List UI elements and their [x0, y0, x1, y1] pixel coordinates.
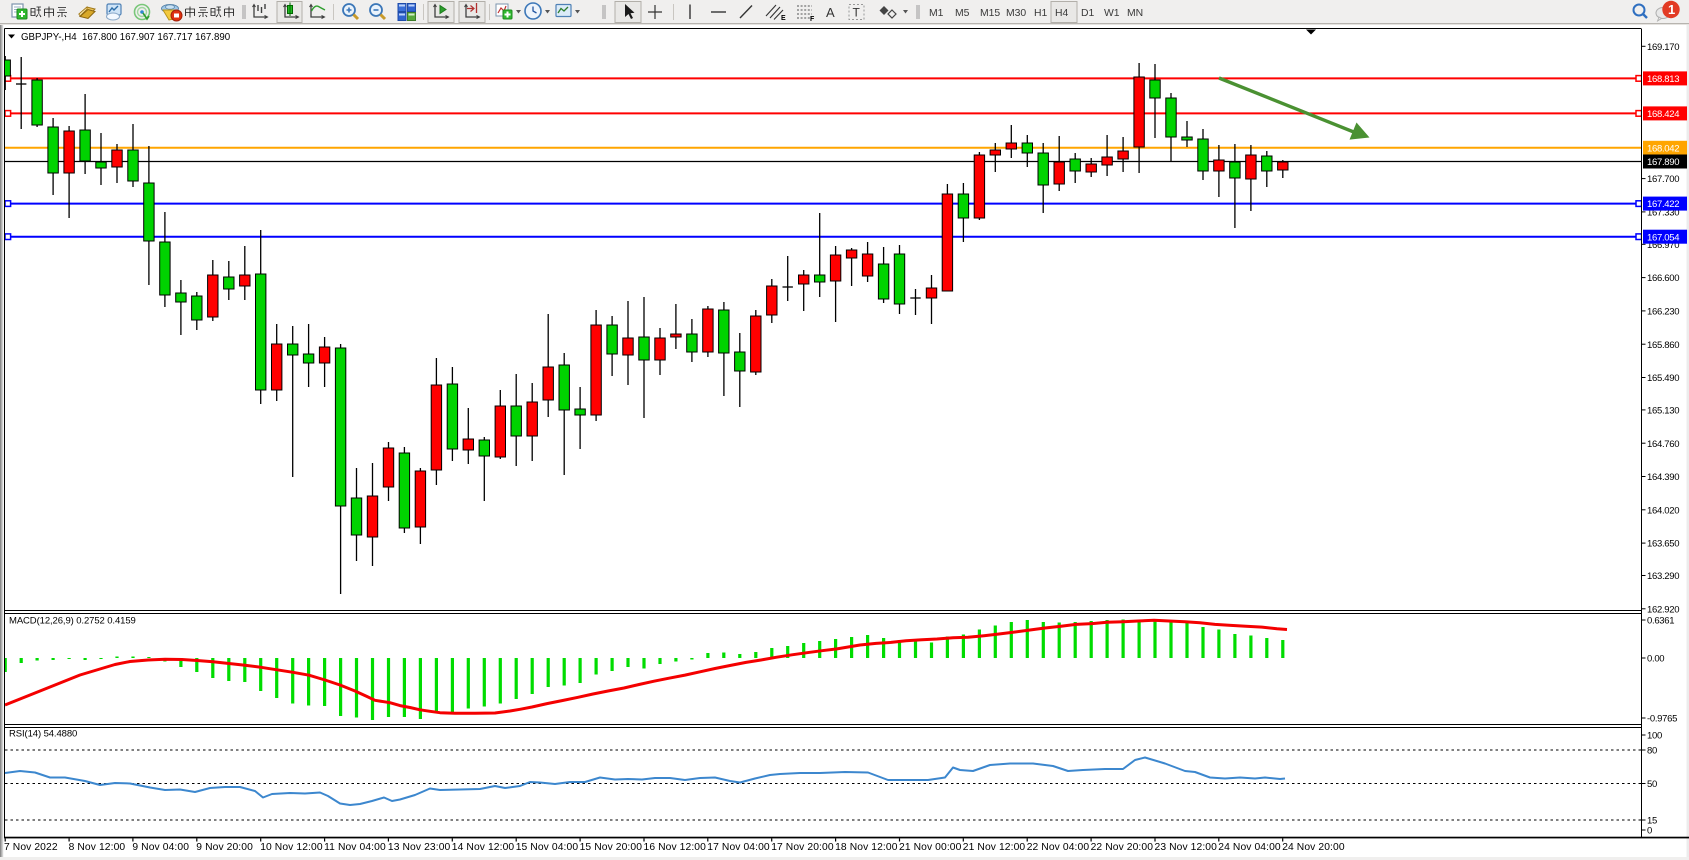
svg-text:15: 15	[1647, 816, 1657, 827]
svg-text:168.813: 168.813	[1647, 74, 1679, 85]
svg-text:0.6361: 0.6361	[1647, 616, 1674, 627]
svg-text:166.970: 166.970	[1647, 240, 1679, 251]
svg-text:165.490: 165.490	[1647, 373, 1679, 384]
svg-text:0.00: 0.00	[1647, 654, 1664, 665]
svg-text:17 Nov 20:00: 17 Nov 20:00	[771, 842, 834, 853]
svg-text:167.890: 167.890	[1647, 157, 1679, 168]
svg-text:22 Nov 20:00: 22 Nov 20:00	[1091, 842, 1154, 853]
svg-text:21 Nov 12:00: 21 Nov 12:00	[963, 842, 1026, 853]
svg-text:H4: H4	[1055, 8, 1069, 19]
svg-text:23 Nov 12:00: 23 Nov 12:00	[1155, 842, 1218, 853]
svg-text:H1: H1	[1034, 8, 1048, 19]
svg-text:165.860: 165.860	[1647, 340, 1679, 351]
svg-text:21 Nov 00:00: 21 Nov 00:00	[899, 842, 962, 853]
svg-text:M5: M5	[955, 8, 970, 19]
svg-text:168.042: 168.042	[1647, 143, 1679, 154]
svg-text:W1: W1	[1104, 8, 1120, 19]
svg-text:9 Nov 20:00: 9 Nov 20:00	[196, 842, 253, 853]
svg-text:16 Nov 12:00: 16 Nov 12:00	[644, 842, 707, 853]
svg-text:11 Nov 04:00: 11 Nov 04:00	[324, 842, 386, 853]
svg-text:M30: M30	[1006, 8, 1026, 19]
svg-text:14 Nov 12:00: 14 Nov 12:00	[452, 842, 515, 853]
svg-text:50: 50	[1647, 779, 1657, 790]
svg-text:166.230: 166.230	[1647, 307, 1679, 318]
svg-text:MACD(12,26,9) 0.2752 0.4159: MACD(12,26,9) 0.2752 0.4159	[9, 616, 136, 627]
svg-text:162.920: 162.920	[1647, 604, 1679, 615]
svg-text:165.130: 165.130	[1647, 406, 1679, 417]
svg-text:T: T	[853, 6, 861, 20]
svg-text:7 Nov 2022: 7 Nov 2022	[4, 842, 58, 853]
svg-text:9 Nov 04:00: 9 Nov 04:00	[132, 842, 189, 853]
svg-text:17 Nov 04:00: 17 Nov 04:00	[707, 842, 770, 853]
svg-text:24 Nov 04:00: 24 Nov 04:00	[1218, 842, 1281, 853]
svg-text:13 Nov 23:00: 13 Nov 23:00	[388, 842, 451, 853]
svg-text:10 Nov 12:00: 10 Nov 12:00	[260, 842, 323, 853]
svg-text:164.390: 164.390	[1647, 472, 1679, 483]
svg-text:-0.9765: -0.9765	[1647, 714, 1677, 725]
svg-text:18 Nov 12:00: 18 Nov 12:00	[835, 842, 898, 853]
svg-text:163.650: 163.650	[1647, 539, 1679, 550]
svg-text:F: F	[810, 16, 815, 23]
svg-text:166.600: 166.600	[1647, 273, 1679, 284]
svg-text:22 Nov 04:00: 22 Nov 04:00	[1027, 842, 1090, 853]
svg-text:0: 0	[1647, 826, 1652, 837]
svg-text:E: E	[781, 15, 786, 22]
svg-text:15 Nov 04:00: 15 Nov 04:00	[516, 842, 579, 853]
svg-text:MN: MN	[1127, 8, 1143, 19]
svg-text:1: 1	[1668, 2, 1675, 17]
svg-text:RSI(14) 54.4880: RSI(14) 54.4880	[9, 729, 77, 740]
svg-text:GBPJPY-,H4 167.800 167.907 16: GBPJPY-,H4 167.800 167.907 167.717 167.8…	[21, 32, 231, 43]
svg-text:168.424: 168.424	[1647, 109, 1679, 120]
svg-text:M15: M15	[980, 8, 1000, 19]
svg-text:167.054: 167.054	[1647, 232, 1679, 243]
svg-text:M1: M1	[929, 8, 944, 19]
svg-text:D1: D1	[1081, 8, 1095, 19]
svg-text:167.330: 167.330	[1647, 208, 1679, 219]
svg-text:164.020: 164.020	[1647, 505, 1679, 516]
svg-text:169.170: 169.170	[1647, 42, 1679, 53]
svg-text:167.422: 167.422	[1647, 199, 1679, 210]
svg-text:8 Nov 12:00: 8 Nov 12:00	[69, 842, 126, 853]
svg-text:80: 80	[1647, 746, 1657, 757]
svg-text:163.290: 163.290	[1647, 571, 1679, 582]
svg-text:164.760: 164.760	[1647, 439, 1679, 450]
svg-text:167.700: 167.700	[1647, 174, 1679, 185]
svg-text:A: A	[826, 5, 835, 20]
svg-text:15 Nov 20:00: 15 Nov 20:00	[580, 842, 643, 853]
svg-text:24 Nov 20:00: 24 Nov 20:00	[1282, 842, 1345, 853]
svg-text:100: 100	[1647, 731, 1662, 742]
